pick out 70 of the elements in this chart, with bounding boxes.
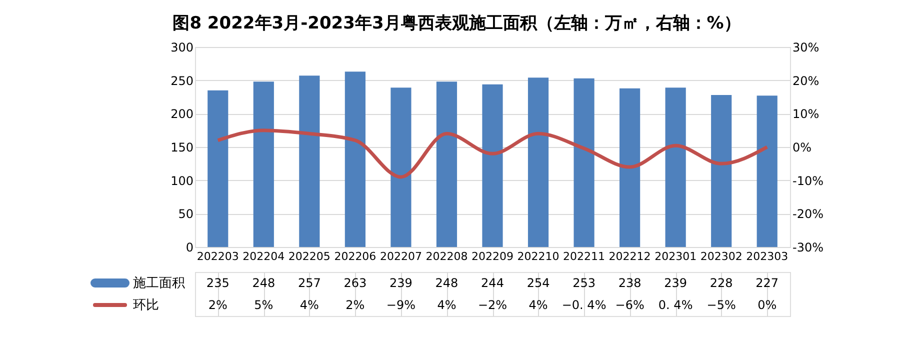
bar: [253, 82, 274, 247]
bar: [756, 96, 778, 247]
bar: [344, 72, 366, 247]
y2-tick-label: -30%: [792, 240, 824, 254]
data-label: 248: [252, 276, 276, 290]
bar: [390, 88, 412, 247]
bar: [482, 84, 503, 247]
x-tick-label: 202205: [288, 250, 330, 263]
legend-label: 环比: [133, 298, 159, 313]
x-tick-label: 202301: [654, 250, 697, 263]
data-label: 253: [572, 276, 596, 290]
data-label: 4%: [300, 298, 319, 312]
data-label: 263: [344, 276, 367, 290]
bar: [299, 76, 320, 247]
data-label: −5%: [706, 298, 736, 312]
y-tick-label: 0: [186, 240, 194, 254]
data-label: 4%: [437, 298, 456, 312]
data-label: −2%: [478, 298, 508, 312]
x-tick-label: 202212: [608, 250, 651, 263]
data-label: −6%: [615, 298, 644, 312]
x-tick-label: 202206: [334, 250, 376, 263]
x-tick-label: 202303: [746, 250, 788, 263]
y-tick-label: 100: [170, 174, 194, 188]
data-label: 248: [435, 276, 458, 290]
data-label: 257: [298, 276, 321, 290]
data-label: 227: [756, 276, 779, 290]
y-tick-label: 300: [170, 40, 194, 54]
y2-tick-label: 30%: [792, 40, 820, 54]
data-label: −9%: [386, 298, 416, 312]
data-label: 244: [481, 276, 504, 290]
x-tick-label: 202211: [563, 250, 606, 263]
bar: [574, 78, 594, 247]
data-label: 228: [710, 276, 733, 290]
line-series: [216, 128, 769, 179]
data-label: 2%: [208, 298, 228, 312]
x-tick-label: 202210: [517, 250, 560, 263]
data-label: 254: [526, 276, 550, 290]
data-label: −0. 4%: [562, 298, 606, 312]
data-label: 239: [664, 276, 688, 290]
x-tick-label: 202204: [242, 250, 285, 263]
x-tick-label: 202302: [700, 250, 742, 263]
y-tick-label: 150: [170, 140, 194, 154]
x-tick-label: 202207: [380, 250, 422, 263]
bar: [665, 88, 686, 247]
x-tick-label: 202209: [472, 250, 514, 263]
y2-tick-label: 20%: [792, 74, 820, 88]
data-label: 0%: [758, 298, 777, 312]
x-tick-label: 202208: [426, 250, 468, 263]
y-tick-label: 50: [178, 207, 194, 222]
y-tick-label: 250: [170, 74, 194, 88]
y-tick-label: 200: [170, 107, 194, 122]
data-label: 0. 4%: [658, 298, 693, 312]
data-label: 238: [618, 276, 642, 290]
bar: [711, 95, 732, 247]
x-tick-label: 202203: [196, 250, 239, 263]
bar: [528, 78, 549, 247]
legend-label: 施工面积: [133, 276, 185, 291]
data-label: 2%: [346, 298, 365, 312]
bar: [436, 82, 458, 247]
chart-title: 图8 2022年3月-2023年3月粤西表观施工面积（左轴：万㎡，右轴：%）: [172, 14, 741, 34]
y2-tick-label: -20%: [792, 207, 824, 222]
data-label: 235: [206, 276, 230, 290]
y2-tick-label: -10%: [792, 174, 824, 188]
y2-tick-label: 0%: [792, 140, 812, 154]
data-label: 239: [390, 276, 412, 290]
bar: [208, 90, 228, 247]
data-label: 4%: [528, 298, 548, 312]
y2-tick-label: 10%: [792, 107, 820, 122]
data-label: 5%: [254, 298, 274, 312]
bar: [620, 88, 640, 247]
